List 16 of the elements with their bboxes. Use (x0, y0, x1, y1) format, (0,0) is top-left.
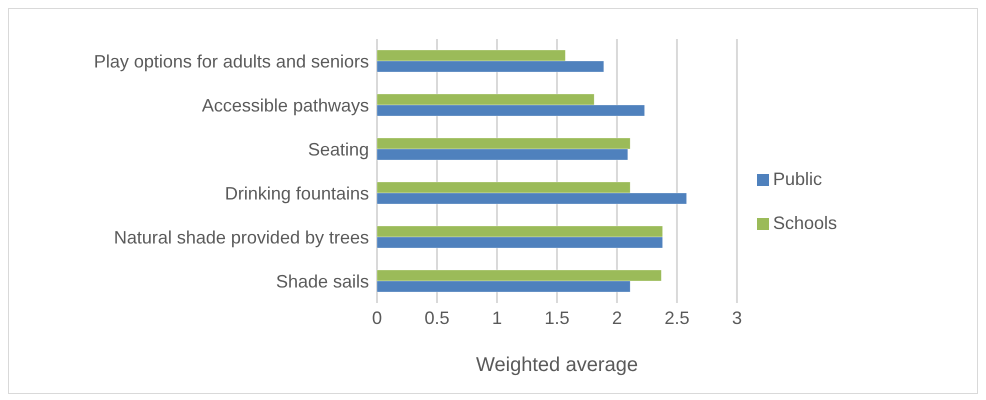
y-tick-label: Accessible pathways (202, 95, 369, 116)
legend-label: Public (772, 169, 822, 189)
x-tick-label: 0.5 (424, 308, 450, 328)
y-tick-label: Play options for adults and seniors (94, 51, 369, 72)
x-tick-label: 1.5 (544, 308, 570, 328)
y-tick-label: Natural shade provided by trees (114, 227, 369, 248)
x-tick-label: 0 (372, 308, 382, 328)
x-tick-label: 1 (492, 308, 502, 328)
x-tick-label: 3 (732, 308, 742, 328)
legend-label: Schools (772, 213, 837, 233)
y-tick-label: Seating (308, 139, 369, 160)
y-tick-label: Drinking fountains (224, 183, 369, 204)
x-tick-label: 2.5 (664, 308, 690, 328)
x-tick-label: 2 (612, 308, 622, 328)
y-tick-label: Shade sails (276, 271, 369, 292)
x-axis-title: Weighted average (476, 354, 638, 376)
